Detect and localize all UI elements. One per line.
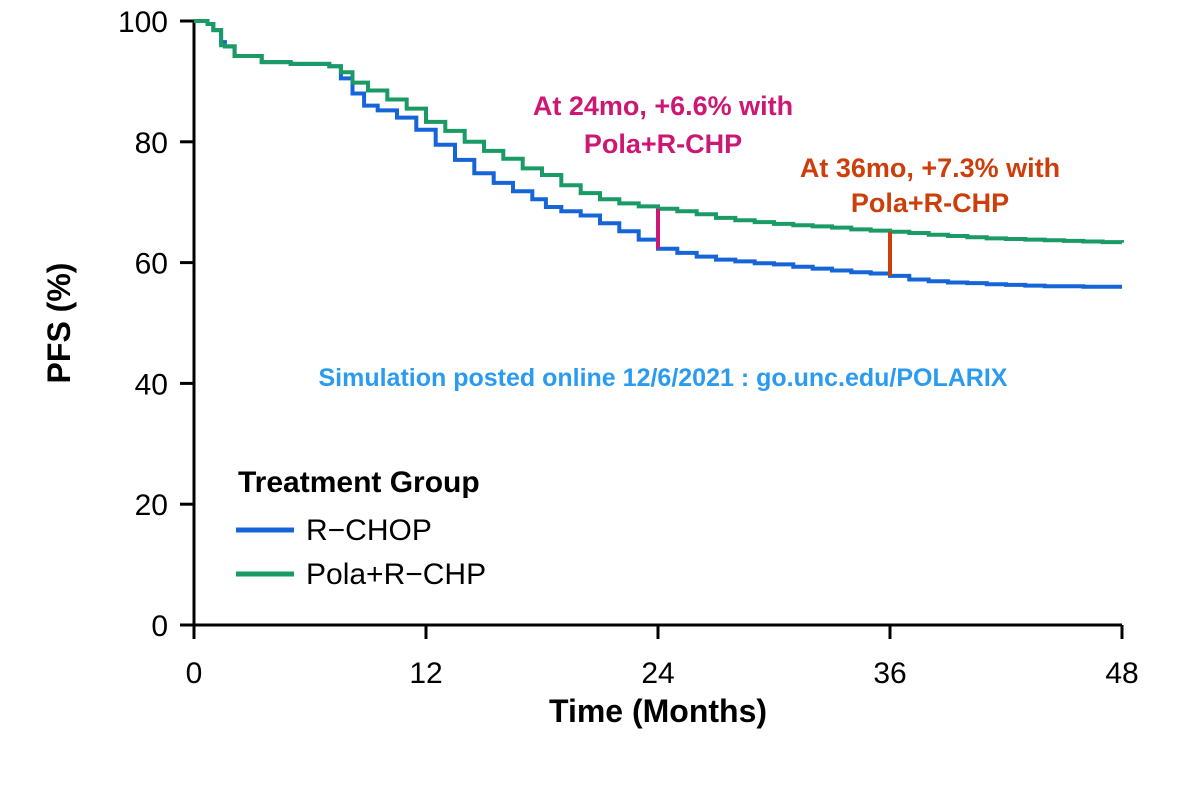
x-axis-title: Time (Months) <box>549 693 767 729</box>
y-tick-label: 0 <box>151 610 168 643</box>
y-axis-title: PFS (%) <box>41 263 77 384</box>
y-tick-label: 60 <box>135 248 168 281</box>
y-tick-label: 40 <box>135 368 168 401</box>
x-tick-label: 24 <box>641 657 674 690</box>
y-tick-label: 20 <box>135 489 168 522</box>
x-tick-label: 0 <box>186 657 203 690</box>
x-ticks: 0 12 24 36 48 <box>186 625 1139 690</box>
y-tick-label: 80 <box>135 127 168 160</box>
annotation-text: Pola+R-CHP <box>584 129 742 159</box>
annotation-layer: At 24mo, +6.6% with Pola+R-CHP At 36mo, +7… <box>533 91 1060 276</box>
series-layer <box>194 19 1124 289</box>
legend-label-r-chop: R−CHOP <box>306 514 432 547</box>
simulation-note: Simulation posted online 12/6/2021 : go.… <box>318 364 1007 392</box>
x-tick-label: 36 <box>873 657 906 690</box>
annotation-text: At 36mo, +7.3% with <box>800 153 1060 183</box>
x-tick-label: 12 <box>409 657 442 690</box>
y-ticks: 0 20 40 60 80 100 <box>118 6 194 643</box>
annotation-text: Pola+R-CHP <box>851 188 1009 218</box>
series-line-pola-r-chp <box>194 19 1124 245</box>
legend-title: Treatment Group <box>238 466 480 499</box>
y-tick-label: 100 <box>118 6 168 39</box>
x-tick-label: 48 <box>1105 657 1138 690</box>
legend: Treatment Group R−CHOP Pola+R−CHP <box>236 466 486 591</box>
annotation-text: At 24mo, +6.6% with <box>533 91 793 121</box>
legend-label-pola-r-chp: Pola+R−CHP <box>306 558 486 591</box>
